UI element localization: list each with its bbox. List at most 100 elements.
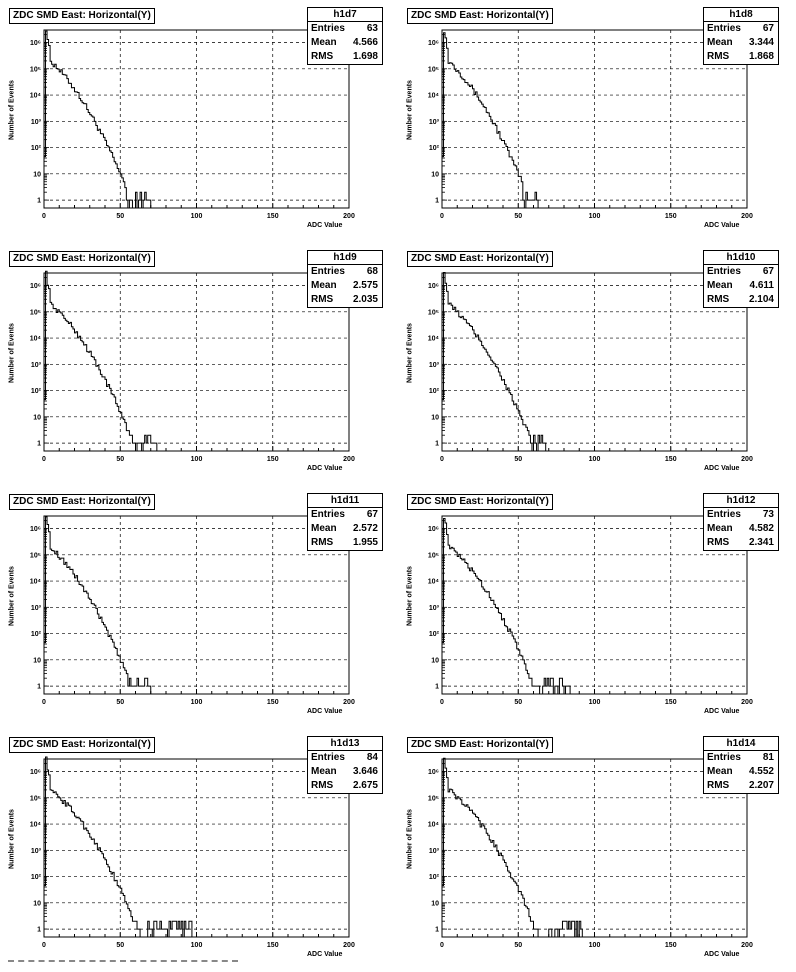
y-tick-label: 10⁴ (30, 579, 42, 586)
y-tick-label: 10² (429, 874, 440, 881)
y-tick-label: 10² (429, 145, 440, 152)
panel-title: ZDC SMD East: Horizontal(Y) (407, 494, 553, 510)
y-tick-label: 10⁴ (428, 579, 440, 586)
stats-label: RMS (707, 780, 730, 791)
stats-row-mean: Mean 4.552 (704, 765, 778, 779)
y-tick-label: 10² (429, 631, 440, 638)
y-tick-label: 10 (33, 657, 41, 664)
y-axis-label-text: Number of Events (406, 566, 414, 626)
stats-value: 4.582 (748, 523, 774, 534)
stats-value: 2.104 (748, 294, 774, 305)
y-axis-label-text: Number of Events (8, 809, 16, 869)
x-tick-label: 200 (741, 456, 753, 463)
y-tick-label: 10⁶ (30, 40, 41, 47)
stats-label: Entries (707, 266, 741, 277)
x-tick-label: 0 (440, 456, 444, 463)
x-axis-label: ADC Value (307, 951, 343, 958)
stats-label: Entries (707, 23, 741, 34)
x-axis-label: ADC Value (307, 465, 343, 472)
x-tick-label: 50 (116, 456, 124, 463)
histogram-series (441, 757, 583, 938)
y-axis-label: Number of Events (404, 293, 416, 413)
stats-row-mean: Mean 3.344 (704, 36, 778, 50)
y-tick-label: 10⁶ (428, 526, 439, 533)
histogram-name: h1d7 (308, 8, 382, 22)
x-tick-label: 0 (42, 942, 46, 949)
footer-dashed-rule (8, 960, 238, 962)
x-tick-label: 50 (514, 456, 522, 463)
y-tick-label: 10³ (429, 119, 440, 126)
stats-value: 3.344 (748, 37, 774, 48)
y-axis-label: Number of Events (404, 50, 416, 170)
stats-row-mean: Mean 4.566 (308, 36, 382, 50)
histogram-series (441, 271, 547, 452)
histogram-name: h1d12 (704, 494, 778, 508)
stats-label: Entries (707, 752, 741, 763)
histogram-plot: 0 50 100 150 200 1 10 10² 10³ 10⁴ 10⁵ 10⁶ (428, 271, 753, 463)
histogram-series (43, 756, 193, 938)
stats-box: h1d10 Entries 67 Mean 4.611 RMS 2.104 (703, 250, 779, 308)
x-tick-label: 100 (589, 942, 601, 949)
stats-value: 1.868 (748, 51, 774, 62)
x-tick-label: 0 (440, 213, 444, 220)
y-tick-label: 10⁴ (428, 336, 440, 343)
stats-label: Mean (707, 280, 733, 291)
panel-title: ZDC SMD East: Horizontal(Y) (407, 8, 553, 24)
stats-value: 67 (762, 23, 774, 34)
y-tick-label: 10⁴ (30, 822, 42, 829)
stats-row-rms: RMS 1.698 (308, 50, 382, 64)
stats-label: RMS (311, 780, 334, 791)
stats-value: 2.341 (748, 537, 774, 548)
y-tick-label: 10² (31, 874, 42, 881)
stats-row-rms: RMS 2.207 (704, 779, 778, 793)
stats-row-rms: RMS 2.035 (308, 293, 382, 307)
panel-title: ZDC SMD East: Horizontal(Y) (9, 737, 155, 753)
x-tick-label: 150 (665, 942, 677, 949)
x-tick-label: 150 (267, 699, 279, 706)
histogram-plot: 0 50 100 150 200 1 10 10² 10³ 10⁴ 10⁵ 10⁶ (428, 757, 753, 949)
stats-row-entries: Entries 67 (704, 22, 778, 36)
y-tick-label: 10² (429, 388, 440, 395)
histogram-panel-h1d7: 0 50 100 150 200 1 10 10² 10³ 10⁴ 10⁵ 10⁶ ZDC SMD Ea… (0, 0, 398, 243)
histogram-series (43, 270, 158, 452)
y-tick-label: 10 (33, 900, 41, 907)
y-axis-label: Number of Events (6, 536, 18, 656)
y-tick-label: 10⁶ (30, 769, 41, 776)
stats-box: h1d11 Entries 67 Mean 2.572 RMS 1.955 (307, 493, 383, 551)
y-tick-label: 10³ (429, 362, 440, 369)
x-tick-label: 200 (343, 942, 355, 949)
x-tick-label: 200 (741, 942, 753, 949)
stats-row-rms: RMS 1.955 (308, 536, 382, 550)
x-tick-label: 0 (440, 699, 444, 706)
x-tick-label: 200 (343, 213, 355, 220)
stats-box: h1d14 Entries 81 Mean 4.552 RMS 2.207 (703, 736, 779, 794)
y-axis-label: Number of Events (6, 293, 18, 413)
y-axis-label-text: Number of Events (406, 323, 414, 383)
stats-label: RMS (311, 51, 334, 62)
x-tick-label: 200 (741, 699, 753, 706)
stats-row-mean: Mean 4.582 (704, 522, 778, 536)
stats-label: Entries (311, 752, 345, 763)
y-axis-label: Number of Events (404, 779, 416, 899)
x-tick-label: 0 (42, 213, 46, 220)
y-tick-label: 1 (435, 927, 439, 934)
stats-value: 68 (366, 266, 378, 277)
y-tick-label: 10 (431, 171, 439, 178)
stats-value: 1.698 (352, 51, 378, 62)
stats-row-mean: Mean 2.572 (308, 522, 382, 536)
y-tick-label: 10² (31, 388, 42, 395)
x-tick-label: 150 (267, 213, 279, 220)
stats-label: Mean (311, 37, 337, 48)
stats-row-rms: RMS 2.675 (308, 779, 382, 793)
histogram-panel-h1d14: 0 50 100 150 200 1 10 10² 10³ 10⁴ 10⁵ 10⁶ ZDC SMD Ea… (398, 729, 796, 972)
stats-label: Entries (311, 266, 345, 277)
panel-title: ZDC SMD East: Horizontal(Y) (407, 251, 553, 267)
y-tick-label: 10⁵ (428, 66, 439, 73)
y-axis-label-text: Number of Events (406, 809, 414, 869)
stats-label: Mean (707, 523, 733, 534)
x-axis-label: ADC Value (704, 708, 740, 715)
stats-row-rms: RMS 2.104 (704, 293, 778, 307)
x-tick-label: 200 (343, 699, 355, 706)
x-tick-label: 100 (191, 456, 203, 463)
stats-value: 84 (366, 752, 378, 763)
